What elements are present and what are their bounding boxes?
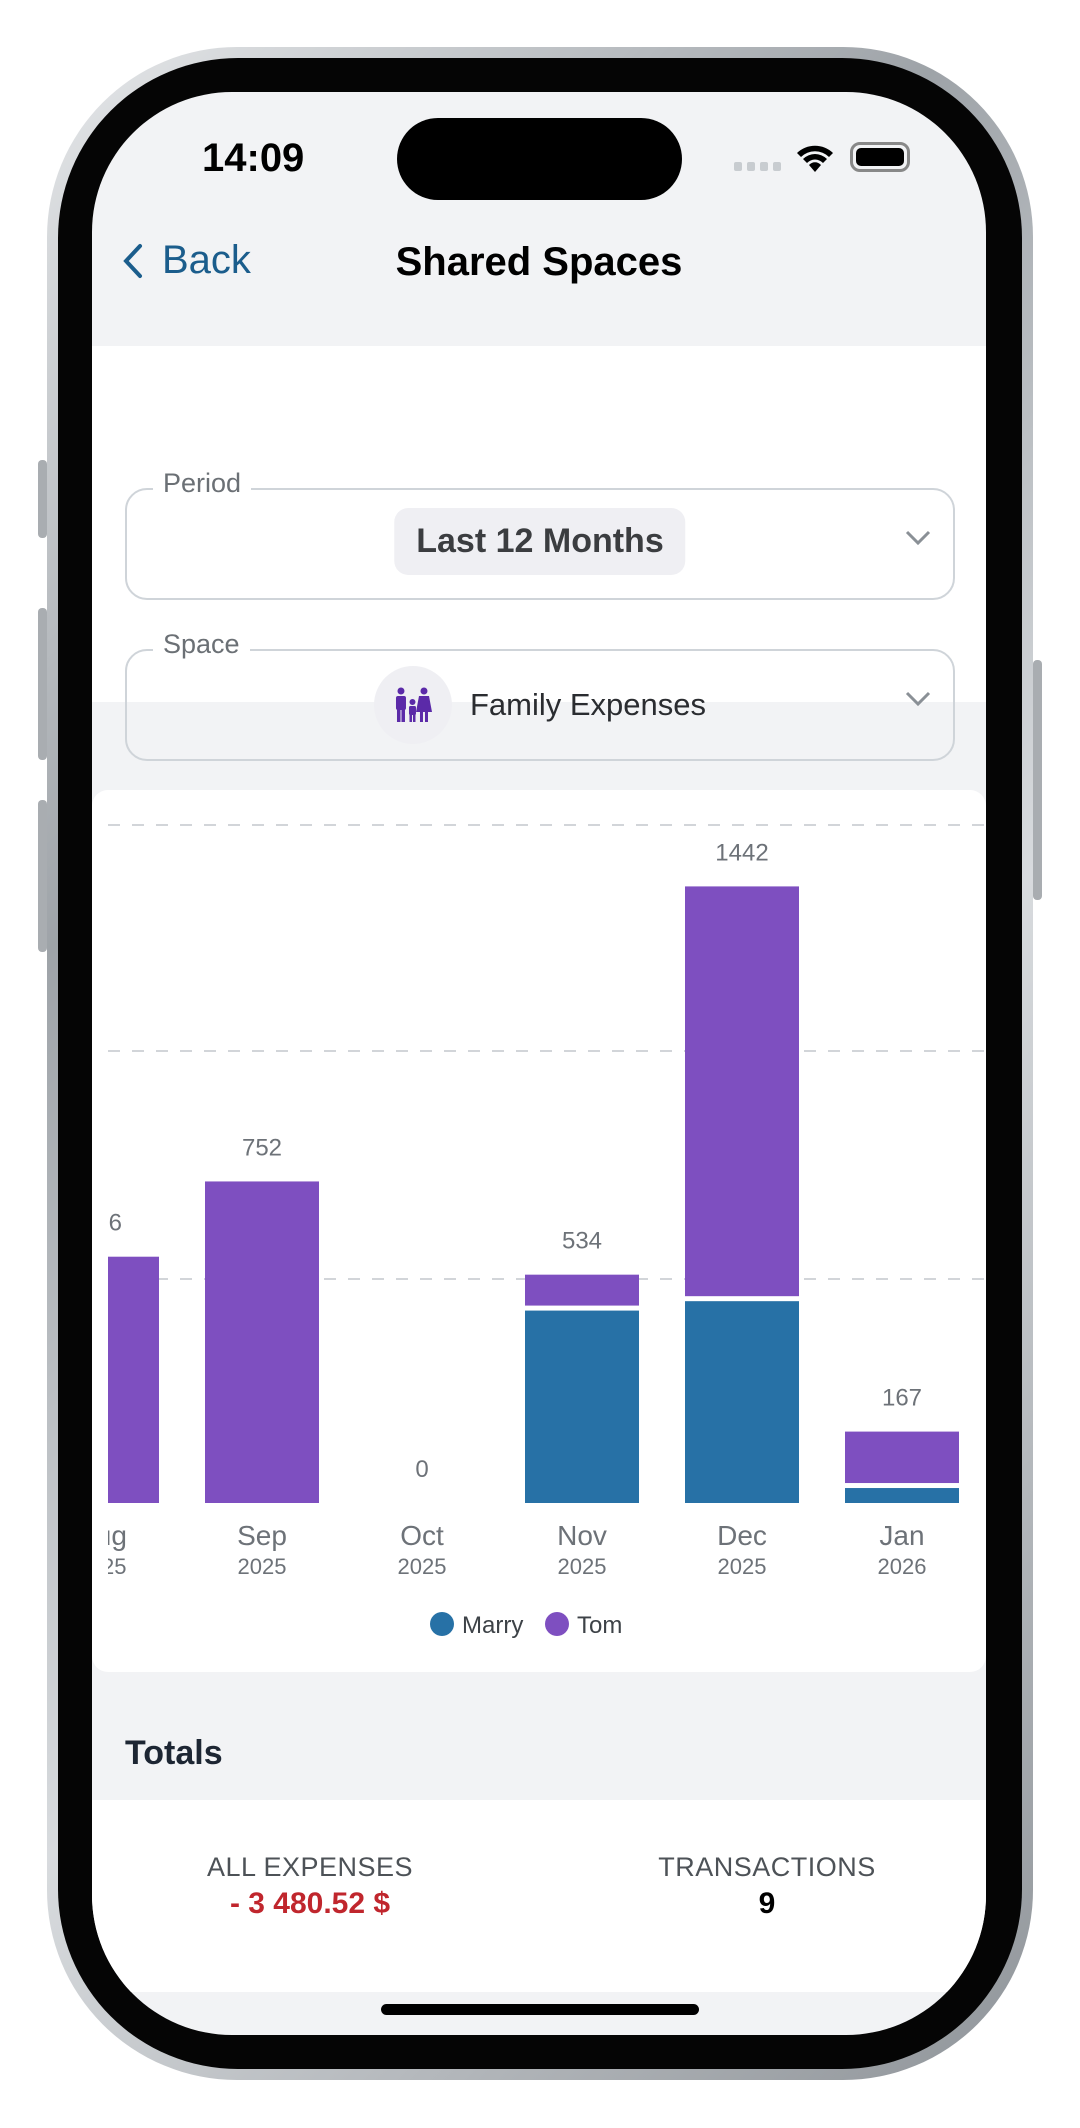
bar-total-label: 534 (562, 1228, 602, 1255)
legend-swatch-marry (430, 1612, 454, 1636)
legend-swatch-tom (545, 1612, 569, 1636)
volume-down-button (38, 800, 47, 952)
x-tick-year: 2025 (558, 1554, 607, 1579)
period-value: Last 12 Months (394, 508, 686, 575)
bar-marry[interactable] (685, 1301, 799, 1503)
bar-total-label: 167 (882, 1385, 922, 1412)
chart-card: 576 Aug 2025 752 Sep 2025 0 Oct 2025 534 Nov 2025 14… (92, 790, 986, 1672)
totals-heading: Totals (125, 1734, 223, 1772)
transactions-label: TRANSACTIONS (658, 1852, 876, 1882)
volume-up-button (38, 608, 47, 760)
x-tick-month: Nov (557, 1520, 607, 1551)
x-tick-year: 2025 (398, 1554, 447, 1579)
x-tick-month: Dec (717, 1520, 767, 1551)
filters-section: Period Last 12 Months Space Family Expen… (92, 346, 986, 761)
back-label: Back (162, 238, 251, 282)
bar-marry[interactable] (845, 1488, 959, 1503)
transactions-stat: TRANSACTIONS 9 (567, 1852, 967, 1921)
bar-tom[interactable] (92, 1256, 159, 1503)
stacked-bar-chart[interactable]: 576 Aug 2025 752 Sep 2025 0 Oct 2025 534 Nov 2025 14… (92, 790, 986, 1672)
bar-total-label: 752 (242, 1134, 282, 1161)
wifi-icon (797, 145, 833, 172)
x-tick-year: 2025 (718, 1554, 767, 1579)
x-tick-month: Oct (400, 1520, 444, 1551)
page-title: Shared Spaces (395, 240, 683, 284)
chevron-down-icon (905, 691, 931, 707)
battery-icon (850, 142, 910, 172)
x-tick-year: 2025 (92, 1554, 126, 1579)
bar-tom[interactable] (525, 1274, 639, 1306)
x-tick-month: Sep (237, 1520, 287, 1551)
x-tick-year: 2026 (878, 1554, 927, 1579)
bar-total-label: 1442 (715, 839, 768, 866)
bar-total-label: 576 (92, 1210, 122, 1237)
bar-tom[interactable] (205, 1181, 319, 1503)
x-tick-year: 2025 (238, 1554, 287, 1579)
screen: 14:09 Back Shared Spaces Period Last 12 … (92, 92, 986, 2035)
x-tick-month: Aug (92, 1520, 127, 1551)
all-expenses-label: ALL EXPENSES (206, 1852, 414, 1882)
period-select[interactable]: Period Last 12 Months (125, 468, 955, 600)
cellular-signal-icon (734, 162, 781, 171)
space-label: Space (153, 629, 250, 660)
chevron-left-icon (123, 243, 142, 278)
bar-total-label: 0 (415, 1456, 428, 1483)
side-button (1033, 660, 1042, 900)
space-select[interactable]: Space Family Expenses (125, 629, 955, 761)
transactions-value: 9 (758, 1887, 776, 1920)
x-tick-month: Jan (879, 1520, 924, 1551)
status-time: 14:09 (202, 136, 305, 180)
chevron-down-icon (905, 530, 931, 546)
dynamic-island (397, 118, 682, 200)
bar-marry[interactable] (525, 1310, 639, 1503)
period-label: Period (153, 468, 252, 499)
action-button (38, 460, 47, 538)
home-indicator (381, 2004, 699, 2015)
totals-section: ALL EXPENSES - 3 480.52 $ TRANSACTIONS 9 (92, 1800, 986, 1992)
bar-tom[interactable] (845, 1431, 959, 1484)
all-expenses-value: - 3 480.52 $ (229, 1887, 391, 1920)
bar-tom[interactable] (685, 886, 799, 1297)
space-value: Family Expenses (469, 687, 707, 722)
legend-label[interactable]: Tom (577, 1612, 622, 1639)
all-expenses-stat: ALL EXPENSES - 3 480.52 $ (110, 1852, 510, 1921)
back-button[interactable]: Back (122, 238, 251, 283)
legend-label[interactable]: Marry (462, 1612, 523, 1639)
family-icon (373, 666, 452, 744)
